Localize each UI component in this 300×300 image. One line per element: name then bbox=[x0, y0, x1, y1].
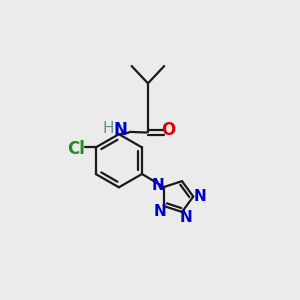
Text: Cl: Cl bbox=[68, 140, 85, 158]
Text: N: N bbox=[114, 121, 128, 139]
Text: N: N bbox=[154, 204, 167, 219]
Text: N: N bbox=[152, 178, 164, 194]
Text: N: N bbox=[179, 210, 192, 225]
Text: N: N bbox=[194, 189, 206, 204]
Text: O: O bbox=[161, 121, 175, 139]
Text: H: H bbox=[102, 121, 114, 136]
